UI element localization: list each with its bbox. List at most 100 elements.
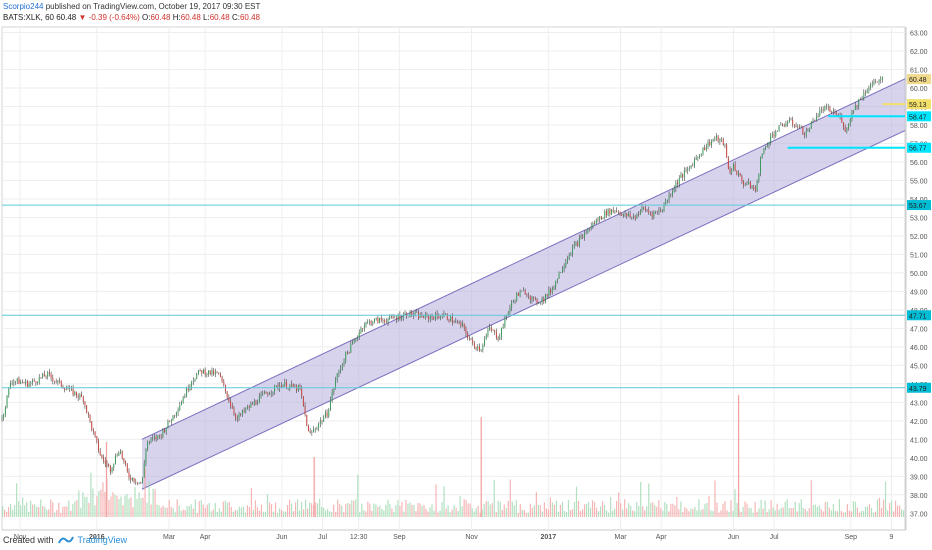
tradingview-brand[interactable]: TradingView	[77, 535, 128, 545]
volume-bar	[142, 497, 144, 517]
candle-body	[113, 463, 115, 469]
candle-body	[69, 387, 71, 390]
candle-body	[31, 380, 33, 383]
volume-bar	[549, 497, 552, 517]
volume-bar	[636, 502, 638, 517]
candle-body	[600, 216, 602, 219]
candle-body	[240, 414, 242, 415]
candle-body	[8, 388, 10, 396]
candle-body	[438, 316, 440, 319]
x-tick-label: Nov	[465, 534, 478, 541]
x-tick-label: Apr	[200, 534, 212, 541]
volume-bar	[882, 499, 885, 517]
candle-body	[223, 381, 225, 385]
volume-bar	[688, 511, 690, 517]
candle-body	[390, 316, 392, 317]
candle-body	[353, 339, 355, 343]
candle-body	[172, 415, 174, 421]
volume-bar	[26, 502, 28, 517]
volume-bar	[884, 481, 887, 517]
candle-body	[91, 421, 93, 431]
volume-bar	[668, 511, 670, 517]
volume-bar	[810, 480, 812, 517]
volume-bar	[34, 503, 36, 517]
volume-bar	[850, 511, 853, 517]
candle-body	[313, 429, 315, 432]
candle-body	[263, 392, 265, 394]
candle-body	[235, 413, 237, 419]
candle-body	[509, 307, 511, 313]
candle-body	[186, 387, 188, 397]
candle-body	[365, 322, 367, 326]
volume-bar	[640, 482, 642, 517]
candle-body	[175, 412, 177, 416]
volume-bar	[186, 506, 188, 517]
volume-bar	[202, 504, 204, 517]
volume-bars	[2, 395, 905, 517]
volume-bar	[557, 511, 560, 517]
volume-bar	[515, 500, 517, 517]
candle-body	[617, 211, 619, 213]
candle-body	[3, 413, 5, 418]
volume-bar	[678, 509, 680, 517]
candle-body	[407, 316, 409, 318]
volume-bar	[762, 508, 764, 517]
volume-bar	[443, 486, 445, 517]
candle-body	[67, 389, 69, 390]
volume-bar	[4, 509, 6, 517]
candle-body	[687, 168, 689, 171]
candle-body	[519, 291, 521, 296]
volume-bar	[276, 512, 279, 517]
candle-body	[62, 386, 64, 389]
volume-bar	[606, 510, 608, 517]
volume-bar	[415, 511, 417, 517]
candle-body	[868, 88, 870, 91]
candle-body	[482, 345, 484, 350]
candle-body	[306, 414, 308, 427]
volume-bar	[507, 500, 509, 517]
candle-body	[47, 372, 49, 377]
candle-body	[1, 417, 3, 419]
candle-body	[357, 337, 359, 339]
volume-bar	[98, 491, 100, 517]
candle-body	[77, 395, 79, 398]
volume-bar	[650, 502, 652, 517]
volume-bar	[164, 507, 166, 517]
candle-body	[372, 322, 374, 325]
volume-bar	[804, 509, 806, 517]
candle-body	[475, 346, 477, 349]
candle-body	[671, 191, 673, 195]
volume-bar	[686, 508, 688, 517]
volume-bar	[144, 468, 146, 517]
volume-bar	[463, 499, 465, 517]
candle-body	[340, 368, 342, 371]
volume-bar	[672, 503, 674, 517]
candle-body	[546, 294, 548, 296]
candle-body	[170, 420, 172, 422]
candle-body	[699, 154, 701, 157]
volume-bar	[311, 503, 313, 517]
volume-bar	[760, 499, 762, 517]
volume-bar	[838, 499, 840, 517]
candle-body	[753, 186, 755, 189]
volume-bar	[509, 479, 511, 517]
candle-body	[697, 156, 699, 158]
volume-bar	[367, 501, 369, 517]
author-link[interactable]: Scorpio244	[3, 2, 44, 11]
volume-bar	[900, 509, 903, 517]
candle-body	[807, 131, 809, 132]
price-label-text: 56.77	[909, 146, 927, 153]
candle-body	[871, 83, 873, 86]
candle-body	[216, 371, 218, 373]
volume-bar	[597, 511, 600, 517]
volume-bar	[786, 499, 788, 517]
volume-bar	[200, 500, 202, 517]
volume-spike	[737, 395, 740, 517]
candle-body	[472, 339, 474, 344]
volume-bar	[48, 509, 50, 517]
candle-body	[431, 316, 433, 318]
x-tick-label: 2017	[541, 534, 557, 541]
candle-body	[727, 157, 729, 169]
volume-bar	[475, 508, 477, 517]
